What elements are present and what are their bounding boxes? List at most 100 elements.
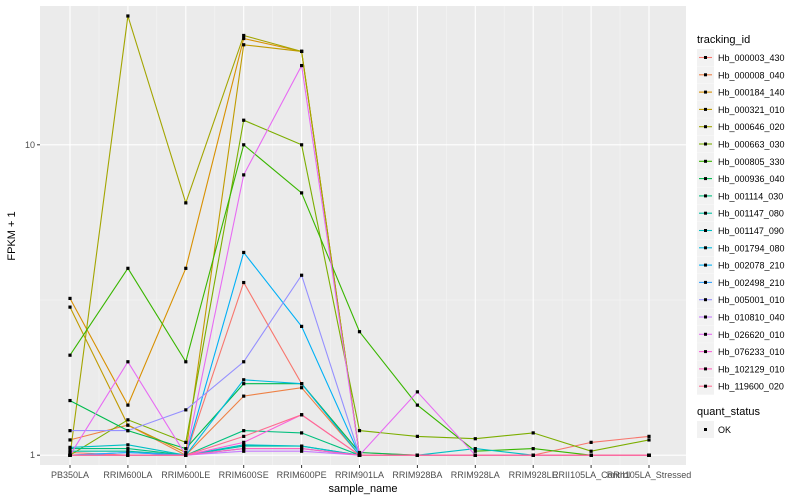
legend-items: Hb_000003_430 Hb_000008_040 Hb_000184_140 H… bbox=[697, 49, 785, 395]
data-point bbox=[300, 386, 304, 390]
shape-legend-point bbox=[704, 428, 707, 431]
data-point bbox=[126, 450, 130, 455]
data-point bbox=[242, 443, 246, 447]
legend-key-point bbox=[704, 73, 707, 77]
legend-key-point bbox=[704, 298, 707, 302]
data-point bbox=[184, 450, 188, 455]
legend-label: Hb_001114_030 bbox=[718, 191, 783, 201]
data-point bbox=[242, 43, 246, 47]
x-tick-label: RRII105LA_Control bbox=[552, 470, 630, 480]
legend-key-point bbox=[704, 211, 707, 215]
data-point bbox=[242, 143, 246, 147]
legend-label: Hb_000805_330 bbox=[718, 157, 785, 167]
plot-panel bbox=[40, 6, 686, 465]
series-points bbox=[68, 14, 651, 457]
legend-label: Hb_000646_020 bbox=[718, 122, 785, 132]
data-point bbox=[647, 453, 651, 457]
data-point bbox=[473, 447, 477, 451]
legend-item: Hb_001147_090 bbox=[697, 222, 784, 239]
data-point bbox=[184, 201, 188, 205]
legend-key-point bbox=[704, 263, 707, 267]
legend-key-point bbox=[704, 125, 707, 129]
data-point bbox=[184, 440, 188, 444]
data-point bbox=[184, 360, 188, 364]
legend-label: Hb_119600_020 bbox=[718, 382, 784, 392]
legend-item: Hb_001114_030 bbox=[697, 187, 783, 205]
data-point bbox=[184, 453, 188, 457]
legend-item: Hb_001794_080 bbox=[697, 239, 785, 257]
data-point bbox=[357, 429, 362, 433]
data-point bbox=[242, 360, 246, 364]
data-point bbox=[126, 14, 130, 18]
data-point bbox=[126, 418, 130, 422]
y-axis: 1 10 bbox=[25, 140, 40, 460]
legend-key-point bbox=[704, 315, 707, 319]
legend-label: Hb_000321_010 bbox=[718, 105, 785, 115]
color-legend: tracking_id Hb_000003_430Hb_000008_040Hb… bbox=[697, 34, 785, 395]
data-point bbox=[242, 394, 246, 398]
legend-label: Hb_026620_010 bbox=[718, 330, 785, 340]
data-point bbox=[184, 408, 188, 412]
data-point bbox=[126, 360, 130, 364]
legend-key-point bbox=[704, 107, 707, 111]
data-point bbox=[126, 403, 130, 407]
legend-item: Hb_119600_020 bbox=[697, 377, 784, 395]
data-point bbox=[300, 143, 304, 147]
legend-key-point bbox=[704, 229, 707, 232]
data-point bbox=[357, 453, 362, 457]
x-tick-label: PB350LA bbox=[51, 470, 89, 480]
data-point bbox=[300, 447, 304, 451]
data-point bbox=[531, 453, 535, 457]
legend-item: Hb_000184_140 bbox=[697, 83, 785, 101]
legend-key-point bbox=[704, 194, 707, 198]
legend-key-point bbox=[704, 384, 707, 388]
data-point bbox=[242, 33, 246, 38]
data-point bbox=[242, 378, 246, 382]
x-axis-title: sample_name bbox=[328, 483, 397, 495]
shape-legend-label: OK bbox=[718, 425, 731, 435]
shape-legend-item: OK bbox=[697, 421, 731, 438]
data-point bbox=[589, 449, 593, 453]
shape-legend: quant_status OK bbox=[697, 406, 760, 438]
x-tick-label: RRIM600LA bbox=[103, 470, 152, 480]
data-point bbox=[647, 434, 651, 438]
x-tick-label: RRIM928LE bbox=[509, 470, 558, 480]
data-point bbox=[242, 447, 246, 451]
legend-key-point bbox=[704, 367, 707, 371]
data-point bbox=[589, 440, 593, 444]
data-point bbox=[300, 431, 304, 435]
legend-item: Hb_002078_210 bbox=[697, 256, 785, 274]
data-point bbox=[300, 273, 304, 277]
data-point bbox=[242, 440, 246, 444]
data-point bbox=[647, 438, 651, 442]
data-point bbox=[68, 449, 72, 453]
legend-title: tracking_id bbox=[697, 34, 750, 46]
data-point bbox=[126, 266, 130, 270]
legend-label: Hb_000003_430 bbox=[718, 53, 785, 63]
data-point bbox=[68, 445, 72, 449]
data-point bbox=[415, 403, 419, 407]
legend-item: Hb_000663_030 bbox=[697, 135, 785, 153]
data-point bbox=[473, 437, 477, 441]
data-point bbox=[473, 453, 477, 457]
legend-label: Hb_001794_080 bbox=[718, 243, 785, 253]
data-point bbox=[126, 453, 130, 457]
shape-legend-title: quant_status bbox=[697, 406, 760, 418]
data-point bbox=[126, 429, 130, 433]
legend-label: Hb_002078_210 bbox=[718, 261, 785, 271]
data-point bbox=[126, 443, 130, 447]
legend-label: Hb_005001_010 bbox=[718, 295, 785, 305]
legend-label: Hb_102129_010 bbox=[718, 364, 785, 374]
legend-key-point bbox=[704, 159, 707, 163]
legend-label: Hb_001147_090 bbox=[718, 226, 784, 236]
data-point bbox=[68, 429, 72, 433]
legend-item: Hb_000321_010 bbox=[697, 100, 785, 118]
data-point bbox=[68, 296, 72, 301]
legend-item: Hb_005001_010 bbox=[697, 291, 785, 309]
data-point bbox=[357, 330, 362, 334]
data-point bbox=[415, 434, 419, 438]
x-tick-label: RRIM600LE bbox=[161, 470, 210, 480]
legend-label: Hb_000936_040 bbox=[718, 174, 785, 184]
legend-item: Hb_026620_010 bbox=[697, 325, 785, 343]
